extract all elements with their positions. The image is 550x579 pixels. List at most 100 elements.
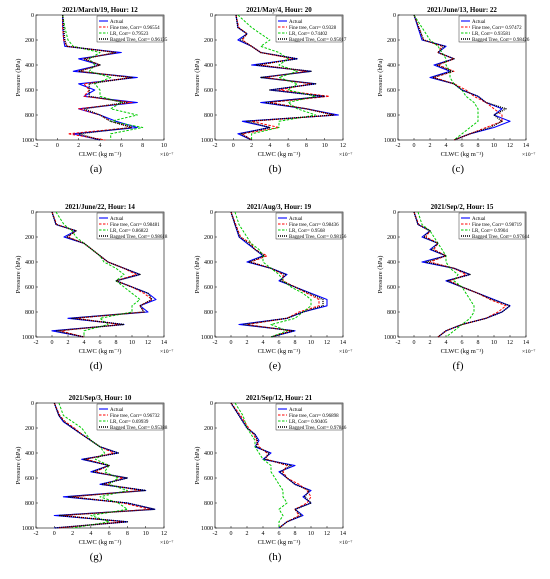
subplot-caption: (d): [90, 360, 103, 372]
y-tick-label: 400: [387, 260, 396, 266]
x-tick-label: -2: [213, 531, 218, 537]
legend-label: LR, Corr= 0.74402: [289, 32, 328, 37]
y-tick-label: 600: [25, 476, 34, 482]
legend-label: Actual: [472, 217, 486, 222]
series-lines: [235, 14, 339, 141]
x-tick-label: 6: [461, 143, 464, 149]
x-tick-label: 2: [246, 531, 249, 537]
y-tick-label: 600: [387, 285, 396, 291]
series-line-bagged-tree: [413, 211, 511, 338]
x-tick-label: -2: [34, 340, 39, 346]
y-tick-label: 1000: [22, 526, 34, 532]
legend-label: Bagged Tree, Corr= 0.98426: [472, 38, 530, 43]
series-line-bagged-tree: [230, 402, 312, 529]
x-axis-multiplier: ×10⁻⁷: [339, 349, 353, 355]
subplot-caption: (b): [269, 163, 282, 175]
legend-label: LR, Corr= 0.9568: [289, 229, 325, 234]
series-line-fine-tree: [53, 402, 151, 529]
x-tick-label: 10: [491, 340, 497, 346]
x-tick-label: 8: [477, 143, 480, 149]
x-tick-label: 6: [108, 531, 111, 537]
y-tick-label: 800: [204, 310, 213, 316]
subplot-caption: (e): [269, 360, 282, 372]
x-axis-label: CLWC (kg m⁻¹): [79, 348, 122, 355]
legend-label: Actual: [110, 408, 124, 413]
x-tick-label: 0: [230, 340, 233, 346]
x-tick-label: 4: [89, 531, 92, 537]
y-tick-label: 1000: [384, 138, 396, 144]
series-lines: [53, 402, 156, 529]
x-tick-label: 10: [308, 531, 314, 537]
legend-box: [275, 15, 343, 43]
y-tick-label: 0: [210, 13, 213, 19]
y-tick-label: 800: [25, 310, 34, 316]
x-tick-label: 12: [324, 531, 330, 537]
x-tick-label: 2: [67, 340, 70, 346]
y-tick-label: 200: [204, 426, 213, 432]
x-tick-label: 0: [413, 340, 416, 346]
series-line-bagged-tree: [413, 14, 507, 141]
y-tick-label: 0: [31, 210, 34, 216]
x-axis-multiplier: ×10⁻⁷: [339, 152, 353, 158]
x-axis-multiplier: ×10⁻⁷: [160, 152, 174, 158]
x-tick-label: 10: [129, 340, 135, 346]
y-tick-label: 400: [25, 260, 34, 266]
x-tick-label: 12: [324, 340, 330, 346]
x-tick-label: 10: [161, 143, 167, 149]
y-tick-label: 400: [387, 63, 396, 69]
legend-label: Fine tree, Corr= 0.96732: [110, 414, 160, 419]
y-tick-label: 400: [204, 451, 213, 457]
y-tick-label: 600: [387, 88, 396, 94]
subplot-a: 2021/March/19, Hour: 12 -2 0 2 4 6 8 10 0 200 400 6…: [15, 6, 174, 175]
x-tick-label: 12: [145, 340, 151, 346]
x-axis-label: CLWC (kg m⁻¹): [258, 539, 301, 546]
y-tick-label: 800: [25, 501, 34, 507]
x-tick-label: 10: [491, 143, 497, 149]
series-line-bagged-tree: [235, 14, 335, 141]
series-lines: [62, 14, 144, 141]
series-lines: [51, 211, 157, 338]
x-tick-label: 8: [141, 143, 144, 149]
x-tick-label: 4: [83, 340, 86, 346]
y-tick-label: 1000: [384, 335, 396, 341]
y-tick-label: 400: [25, 451, 34, 457]
y-tick-label: 800: [204, 501, 213, 507]
series-line-bagged-tree: [230, 211, 324, 338]
y-tick-label: 200: [25, 426, 34, 432]
x-axis-label: CLWC (kg m⁻¹): [258, 151, 301, 158]
subplot-f: 2021/Sep/2, Hour: 15 -2 0 2 4 6 8 10 12 14 0 200 400…: [377, 203, 536, 372]
series-line-lr: [58, 402, 128, 529]
x-tick-label: -2: [396, 143, 401, 149]
series-line-fine-tree: [413, 211, 507, 338]
x-tick-label: 0: [232, 143, 235, 149]
series-line-fine-tree: [230, 211, 320, 338]
y-axis-label: Pressure (hPa): [194, 256, 201, 294]
subplot-title: 2021/June/13, Hour: 22: [427, 6, 497, 14]
x-tick-label: 0: [413, 143, 416, 149]
legend-box: [96, 15, 164, 43]
subplot-c: 2021/June/13, Hour: 22 -2 0 2 4 6 8 10 12 14 0 200 4…: [377, 6, 536, 175]
legend-label: Bagged Tree, Corr= 0.95388: [110, 426, 168, 431]
y-axis-label: Pressure (hPa): [15, 59, 22, 97]
y-tick-label: 200: [25, 38, 34, 44]
subplot-title: 2021/May/4, Hour: 20: [246, 6, 312, 14]
legend-label: Fine tree, Corr= 0.9328: [289, 26, 337, 31]
y-tick-label: 0: [210, 210, 213, 216]
legend-label: LR, Corr= 0.90405: [289, 420, 328, 425]
x-tick-label: 2: [429, 143, 432, 149]
y-tick-label: 800: [387, 113, 396, 119]
y-tick-label: 200: [204, 38, 213, 44]
y-tick-label: 1000: [201, 335, 213, 341]
y-tick-label: 0: [31, 401, 34, 407]
y-tick-label: 1000: [201, 526, 213, 532]
legend-label: Bagged Tree, Corr= 0.98156: [289, 235, 347, 240]
series-lines: [230, 211, 328, 338]
legend-label: Fine tree, Corr= 0.97472: [472, 26, 522, 31]
x-tick-label: 2: [77, 143, 80, 149]
legend-label: Fine tree, Corr= 0.98481: [110, 223, 160, 228]
series-line-fine-tree: [230, 402, 312, 529]
